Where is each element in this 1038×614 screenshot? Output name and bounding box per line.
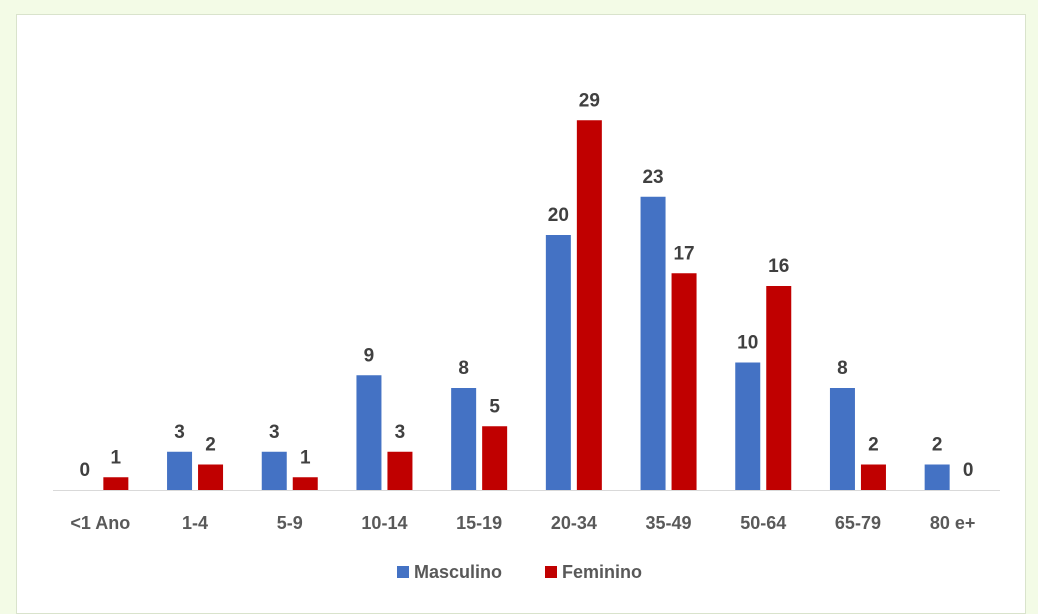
x-tick-label-10-14: 10-14 [361,513,407,533]
value-label-feminino-1-ano: 1 [111,447,122,468]
x-tick-label-80-e: 80 e+ [930,513,976,533]
value-label-masculino-1-ano: 0 [80,460,91,481]
value-label-feminino-35-49: 17 [673,243,694,264]
value-label-masculino-1-4: 3 [174,422,185,443]
bar-masculino-1-4 [167,451,193,490]
bar-masculino-65-79 [829,388,855,490]
bar-masculino-15-19 [451,388,477,490]
x-tick-label-5-9: 5-9 [277,513,303,533]
value-label-feminino-5-9: 1 [300,447,311,468]
legend-swatch-feminino [545,566,557,578]
bar-feminino-50-64 [766,286,792,490]
x-tick-labels-group: <1 Ano 1-4 5-9 10-14 15-19 20-34 35-49 50-64 65-… [70,513,975,533]
value-label-masculino-20-34: 20 [548,205,569,226]
bar-feminino-35-49 [671,273,697,490]
value-label-masculino-10-14: 9 [364,345,375,366]
value-label-feminino-10-14: 3 [395,422,406,443]
value-label-feminino-15-19: 5 [489,396,500,417]
bar-feminino-20-34 [576,120,602,490]
value-label-masculino-65-79: 8 [837,358,848,379]
value-label-masculino-5-9: 3 [269,422,280,443]
bar-masculino-5-9 [261,451,287,490]
bar-feminino-15-19 [482,426,508,490]
bar-masculino-35-49 [640,196,666,490]
x-tick-label-1-4: 1-4 [182,513,208,533]
legend-label-masculino: Masculino [414,562,502,582]
chart-panel [16,14,1026,614]
x-tick-label-20-34: 20-34 [551,513,597,533]
bar-masculino-50-64 [735,362,761,490]
x-tick-label-35-49: 35-49 [646,513,692,533]
legend-label-feminino: Feminino [562,562,642,582]
value-label-feminino-80-e: 0 [963,460,974,481]
x-tick-label-65-79: 65-79 [835,513,881,533]
bar-feminino-65-79 [860,464,886,490]
bar-feminino-10-14 [387,451,413,490]
bar-feminino-1-ano [103,477,129,490]
legend-swatch-masculino [397,566,409,578]
value-label-feminino-65-79: 2 [868,435,879,456]
value-label-masculino-50-64: 10 [737,333,758,354]
legend: Masculino Feminino [397,562,642,582]
value-label-masculino-15-19: 8 [458,358,469,379]
value-label-feminino-20-34: 29 [579,90,600,111]
value-label-feminino-1-4: 2 [205,435,216,456]
value-label-masculino-80-e: 2 [932,435,943,456]
bar-feminino-5-9 [292,477,318,490]
bar-masculino-20-34 [545,235,571,490]
bar-masculino-10-14 [356,375,382,490]
x-tick-label-50-64: 50-64 [740,513,786,533]
x-tick-label-15-19: 15-19 [456,513,502,533]
value-label-masculino-35-49: 23 [642,167,663,188]
bar-masculino-80-e [924,464,950,490]
bar-feminino-1-4 [198,464,224,490]
bars-group [103,120,950,490]
value-label-feminino-50-64: 16 [768,256,789,277]
x-tick-label-1-ano: <1 Ano [70,513,130,533]
